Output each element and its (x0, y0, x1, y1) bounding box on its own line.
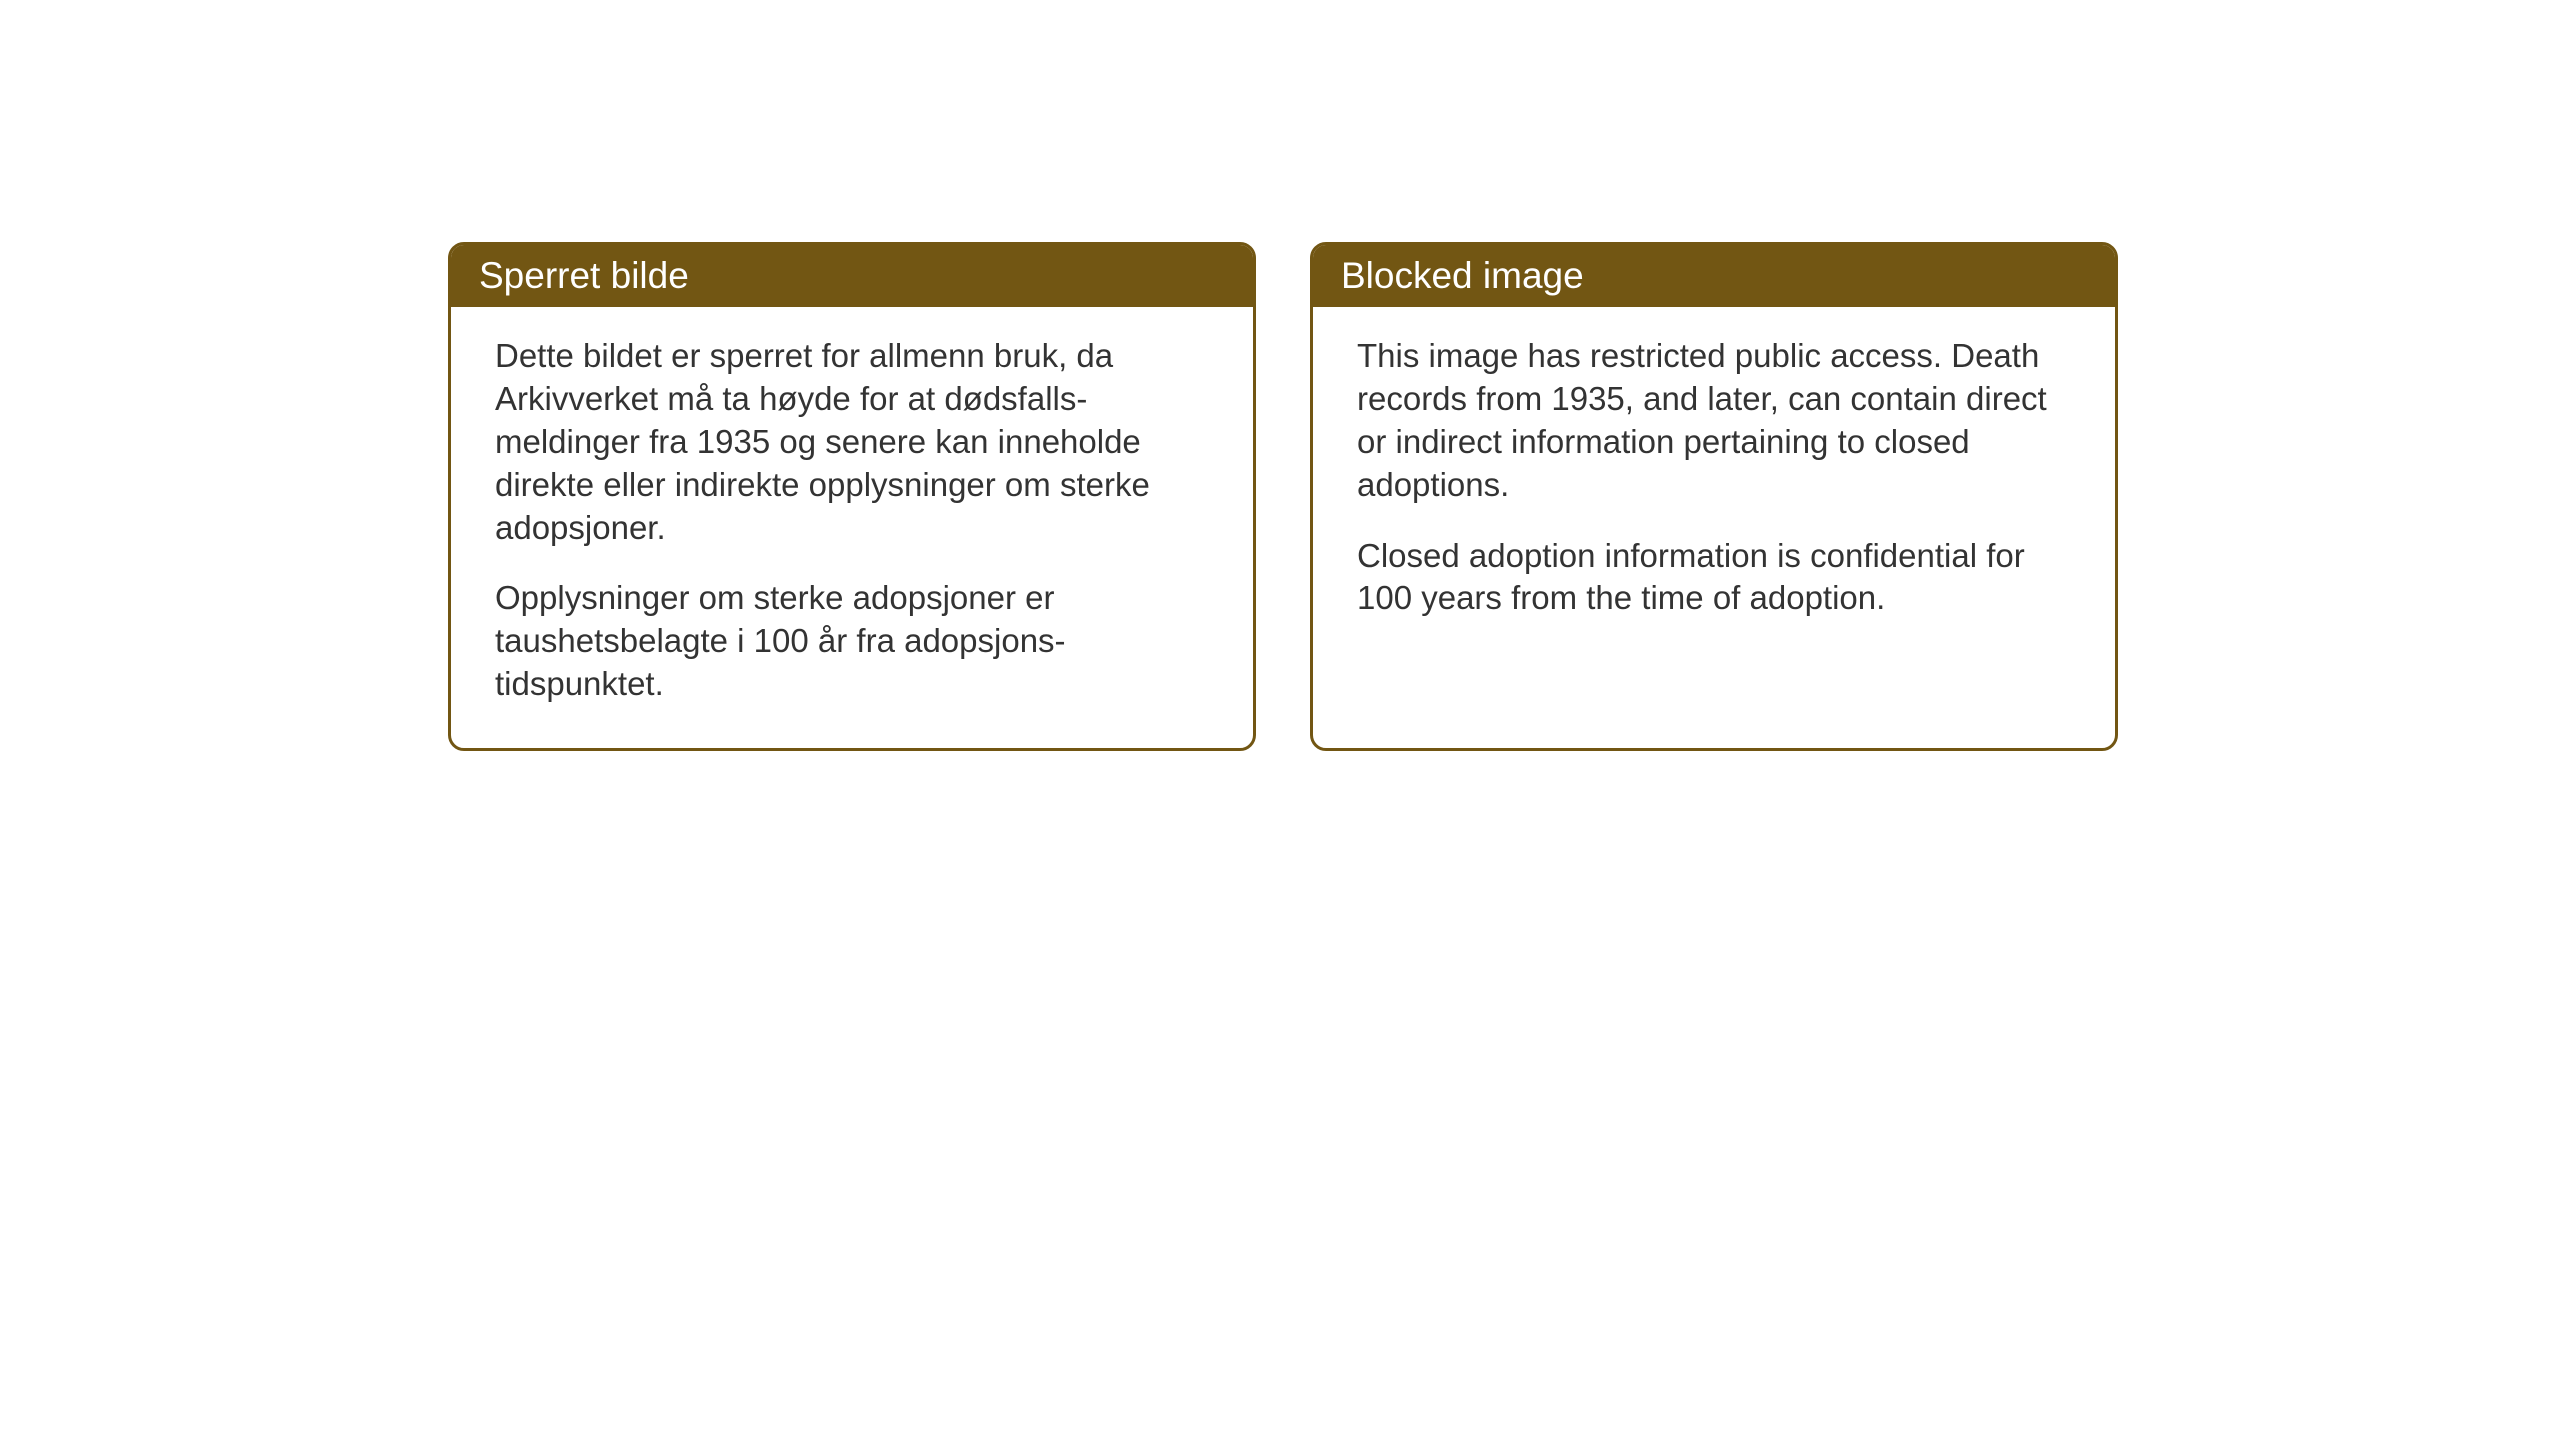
norwegian-card-body: Dette bildet er sperret for allmenn bruk… (451, 307, 1253, 748)
english-card-title: Blocked image (1313, 245, 2115, 307)
norwegian-card-title: Sperret bilde (451, 245, 1253, 307)
norwegian-notice-card: Sperret bilde Dette bildet er sperret fo… (448, 242, 1256, 751)
norwegian-paragraph-1: Dette bildet er sperret for allmenn bruk… (495, 335, 1209, 549)
norwegian-paragraph-2: Opplysninger om sterke adopsjoner er tau… (495, 577, 1209, 706)
english-notice-card: Blocked image This image has restricted … (1310, 242, 2118, 751)
english-card-body: This image has restricted public access.… (1313, 307, 2115, 662)
english-paragraph-2: Closed adoption information is confident… (1357, 535, 2071, 621)
english-paragraph-1: This image has restricted public access.… (1357, 335, 2071, 507)
notice-container: Sperret bilde Dette bildet er sperret fo… (448, 242, 2118, 751)
